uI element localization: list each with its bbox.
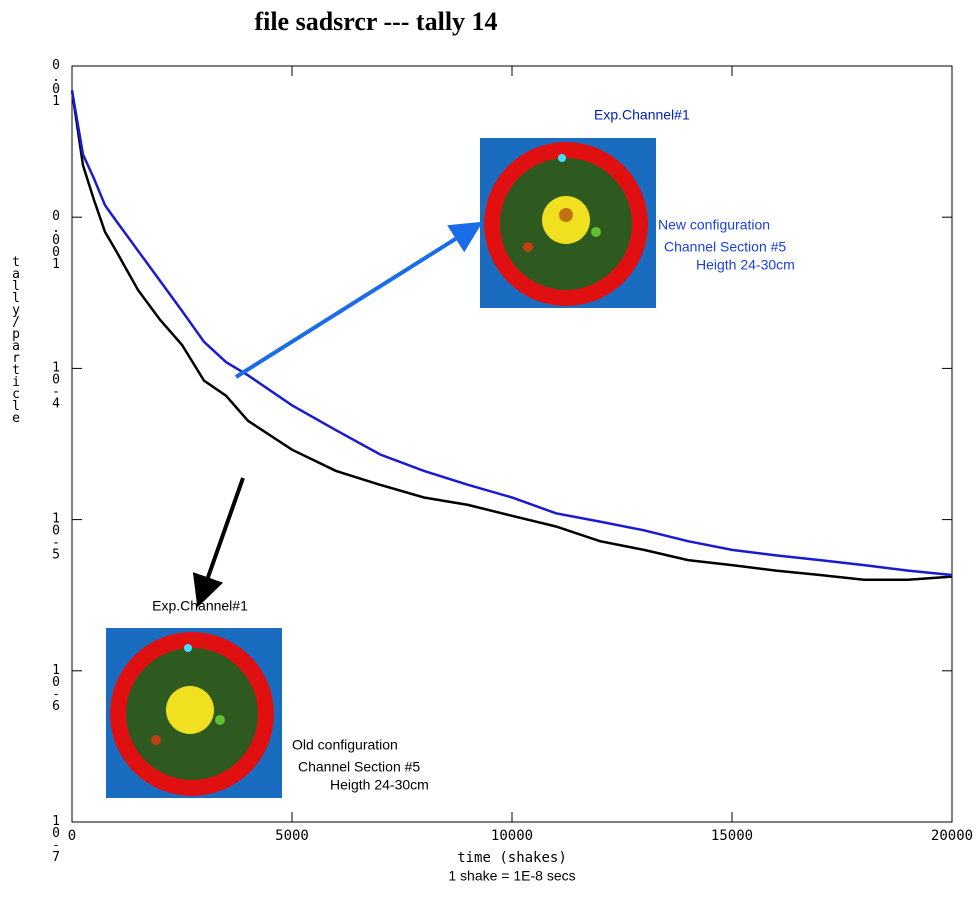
x-tick-label: 10000 xyxy=(491,828,533,844)
y-tick-label: 0.001 xyxy=(49,209,64,269)
y-tick-label: 10-4 xyxy=(49,360,64,408)
annotation: Exp.Channel#1 xyxy=(152,598,248,614)
annotation: Channel Section #5 xyxy=(298,759,420,775)
inset-new xyxy=(480,138,656,308)
x-axis-note: 1 shake = 1E-8 secs xyxy=(448,868,575,884)
annotation: Old configuration xyxy=(292,737,398,753)
x-axis-label: time (shakes) xyxy=(457,850,567,866)
arrow xyxy=(192,477,245,608)
plot-area xyxy=(70,90,953,582)
series-line xyxy=(70,90,953,582)
annotation: Exp.Channel#1 xyxy=(594,107,690,123)
y-tick-label: 10-5 xyxy=(49,512,64,560)
x-tick-label: 0 xyxy=(68,828,76,844)
annotation: Heigth 24-30cm xyxy=(330,777,429,793)
annotation: Channel Section #5 xyxy=(664,239,786,255)
chart-title: file sadsrcr --- tally 14 xyxy=(254,7,497,36)
x-tick-label: 20000 xyxy=(931,828,973,844)
x-tick-label: 15000 xyxy=(711,828,753,844)
annotation: New configuration xyxy=(658,217,770,233)
x-tick-label: 5000 xyxy=(275,828,309,844)
inset-old xyxy=(106,628,282,798)
y-tick-label: 10-7 xyxy=(49,814,64,862)
annotation: Heigth 24-30cm xyxy=(696,257,795,273)
y-axis-label: tally/particle xyxy=(9,255,24,423)
y-tick-label: 10-6 xyxy=(49,663,64,711)
series-line xyxy=(70,90,953,577)
y-tick-label: 0.01 xyxy=(49,58,64,106)
arrow xyxy=(234,221,483,379)
